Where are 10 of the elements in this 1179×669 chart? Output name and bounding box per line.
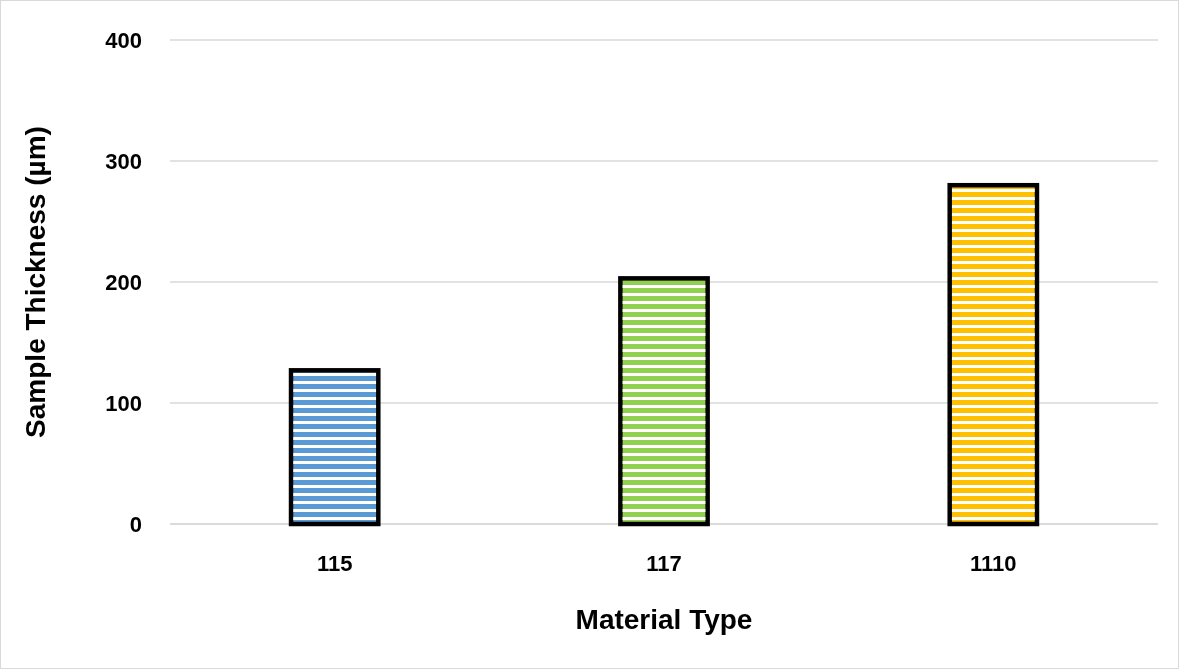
x-axis-title: Material Type [575,604,753,635]
y-tick-label: 100 [105,390,142,416]
y-tick-label: 300 [105,148,142,174]
y-axis-title: Sample Thickness (µm) [20,126,51,438]
y-tick-label: 0 [129,511,142,537]
x-tick-label: 1110 [970,551,1017,576]
x-tick-label: 117 [646,551,682,576]
x-tick-label: 115 [316,551,353,576]
y-tick-label: 400 [105,27,142,53]
y-tick-label: 200 [105,269,142,295]
